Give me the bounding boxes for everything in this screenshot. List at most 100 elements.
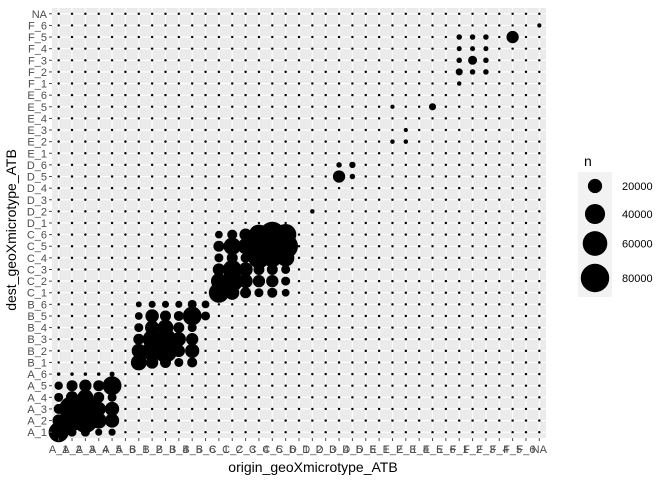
bubble-point bbox=[337, 128, 341, 132]
bubble-point bbox=[484, 117, 488, 120]
bubble-point bbox=[498, 152, 501, 155]
bubble-point bbox=[417, 117, 421, 120]
bubble-point bbox=[391, 430, 394, 434]
bubble-point bbox=[284, 59, 287, 62]
bubble-point bbox=[431, 93, 434, 97]
bubble-point bbox=[137, 396, 141, 399]
bubble-point bbox=[70, 59, 74, 62]
bubble-point bbox=[164, 152, 167, 155]
bubble-point bbox=[164, 175, 167, 178]
bubble-point bbox=[70, 163, 74, 167]
bubble-point bbox=[470, 46, 476, 52]
bubble-point bbox=[498, 291, 501, 294]
bubble-point bbox=[244, 93, 247, 97]
bubble-point bbox=[484, 12, 488, 16]
bubble-point bbox=[444, 233, 448, 236]
bubble-point bbox=[538, 128, 541, 132]
bubble-point bbox=[110, 105, 114, 109]
bubble-point bbox=[231, 163, 234, 167]
bubble-point bbox=[417, 70, 421, 74]
bubble-point bbox=[538, 198, 541, 201]
bubble-point bbox=[456, 57, 462, 64]
bubble-point bbox=[364, 47, 367, 50]
bubble-point bbox=[110, 268, 114, 271]
bubble-point bbox=[311, 221, 314, 225]
bubble-point bbox=[484, 407, 488, 411]
bubble-point bbox=[133, 333, 145, 345]
bubble-point bbox=[471, 407, 474, 411]
bubble-point bbox=[190, 291, 194, 294]
bubble-point bbox=[56, 372, 61, 376]
bubble-point bbox=[231, 326, 234, 329]
y-tick-label: A_6 bbox=[27, 369, 47, 381]
bubble-point bbox=[524, 361, 528, 364]
bubble-point bbox=[231, 186, 234, 190]
y-tick-label: A_2 bbox=[27, 416, 47, 428]
bubble-point bbox=[484, 221, 488, 225]
bubble-point bbox=[311, 12, 314, 16]
bubble-point bbox=[150, 82, 154, 85]
bubble-point bbox=[524, 59, 528, 62]
bubble-point bbox=[70, 175, 74, 178]
bubble-point bbox=[271, 175, 274, 178]
bubble-point bbox=[511, 221, 514, 225]
bubble-point bbox=[217, 337, 221, 341]
bubble-point bbox=[110, 256, 114, 260]
bubble-point bbox=[240, 252, 251, 263]
x-tick-label: A_4 bbox=[89, 444, 109, 456]
bubble-point bbox=[84, 361, 87, 364]
bubble-point bbox=[70, 35, 74, 39]
bubble-point bbox=[511, 256, 514, 260]
bubble-point bbox=[404, 279, 408, 283]
bubble-point bbox=[391, 291, 394, 294]
bubble-point bbox=[391, 384, 394, 387]
bubble-point bbox=[217, 303, 221, 306]
bubble-point bbox=[377, 337, 381, 341]
bubble-point bbox=[351, 12, 354, 16]
bubble-point bbox=[511, 326, 514, 329]
bubble-point bbox=[124, 430, 127, 434]
bubble-point bbox=[97, 186, 100, 190]
bubble-point bbox=[404, 361, 408, 364]
bubble-point bbox=[204, 384, 207, 387]
bubble-point bbox=[524, 303, 528, 306]
bubble-point bbox=[57, 349, 60, 353]
bubble-point bbox=[471, 140, 474, 143]
y-tick-label: D_2 bbox=[27, 206, 47, 218]
bubble-point bbox=[70, 210, 74, 213]
bubble-point bbox=[498, 419, 501, 422]
bubble-point bbox=[271, 35, 274, 39]
bubble-point bbox=[124, 349, 127, 353]
bubble-point bbox=[498, 12, 501, 16]
bubble-point bbox=[417, 384, 421, 387]
bubble-point bbox=[324, 326, 327, 329]
bubble-point bbox=[177, 12, 181, 16]
x-tick-label: C_6 bbox=[276, 444, 296, 456]
bubble-point bbox=[324, 163, 327, 167]
bubble-point bbox=[124, 384, 127, 387]
bubble-point bbox=[124, 326, 127, 329]
bubble-point bbox=[444, 268, 448, 271]
bubble-point bbox=[297, 407, 301, 411]
bubble-point bbox=[177, 291, 181, 294]
bubble-point bbox=[70, 279, 74, 283]
bubble-point bbox=[217, 198, 221, 201]
bubble-point bbox=[124, 117, 127, 120]
bubble-point bbox=[150, 140, 154, 143]
bubble-point bbox=[217, 221, 221, 225]
bubble-point bbox=[511, 198, 514, 201]
bubble-point bbox=[297, 210, 301, 213]
bubble-point bbox=[102, 376, 122, 396]
bubble-point bbox=[457, 117, 461, 120]
bubble-point bbox=[377, 186, 381, 190]
bubble-point bbox=[70, 291, 74, 294]
bubble-point bbox=[404, 210, 408, 213]
bubble-point bbox=[190, 24, 194, 27]
bubble-point bbox=[137, 291, 141, 294]
bubble-point bbox=[538, 256, 541, 260]
bubble-point bbox=[271, 419, 274, 422]
bubble-point bbox=[404, 430, 408, 434]
bubble-point bbox=[471, 326, 474, 329]
bubble-point bbox=[324, 210, 327, 213]
bubble-point bbox=[324, 361, 327, 364]
